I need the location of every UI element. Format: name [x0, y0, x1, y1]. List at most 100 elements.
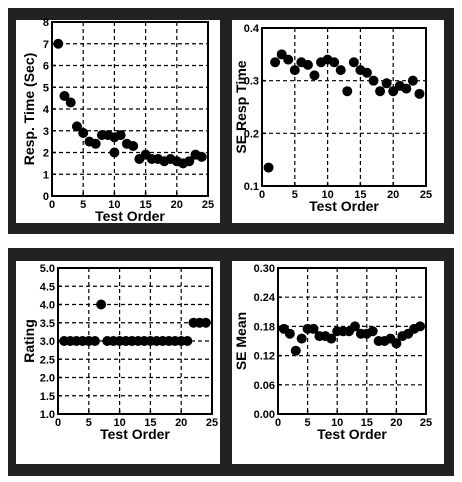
y-tick-label: 5	[43, 82, 49, 94]
y-tick-label: 0.06	[254, 380, 275, 392]
x-tick-label: 0	[55, 417, 61, 429]
x-tick-label: 20	[171, 199, 183, 211]
y-tick-label: 8	[43, 17, 49, 29]
y-tick-label: 0.00	[254, 409, 275, 421]
data-point	[361, 67, 372, 78]
data-point	[109, 147, 120, 158]
data-point	[302, 59, 313, 70]
x-axis-label: Test Order	[317, 426, 387, 442]
data-point	[90, 138, 101, 149]
y-tick-label: 0.2	[244, 128, 259, 140]
chart-svg: 0 5 10 15 20 25 0.1 0.2 0.3 0.4 Test Order SE Resp …	[233, 23, 432, 214]
data-point	[263, 162, 274, 173]
y-tick-label: 4.5	[40, 281, 55, 293]
x-tick-label: 10	[321, 189, 333, 201]
data-point	[53, 38, 64, 49]
x-tick-label: 25	[206, 417, 218, 429]
data-point	[309, 70, 320, 81]
data-point	[289, 65, 300, 76]
x-tick-label: 25	[420, 417, 432, 429]
x-tick-label: 15	[144, 417, 156, 429]
y-tick-label: 0.1	[244, 181, 259, 193]
x-tick-label: 20	[387, 189, 399, 201]
y-tick-label: 2.5	[40, 354, 55, 366]
y-tick-label: 4.0	[40, 300, 55, 312]
x-tick-label: 5	[86, 417, 92, 429]
data-point	[65, 97, 76, 108]
y-tick-label: 0.18	[254, 321, 275, 333]
y-tick-label: 2.0	[40, 373, 55, 385]
data-point	[71, 121, 82, 132]
chart-rating: 0 5 10 15 20 25 1.0 1.5 2.0 2.5 3.0 3.5 4.0 4.5 5.0 Tes…	[16, 261, 220, 464]
x-tick-label: 20	[175, 417, 187, 429]
y-tick-label: 7	[43, 39, 49, 51]
y-tick-label: 4	[43, 104, 50, 116]
data-point	[329, 57, 340, 68]
data-point	[414, 88, 425, 99]
x-axis-label: Test Order	[309, 198, 379, 214]
y-axis-label: SE Mean	[233, 312, 249, 370]
data-point	[89, 336, 100, 346]
chart-resp-time: 0 5 10 15 20 25 0 1 2 3 4 5 6 7 8 Test Order Resp. Time …	[16, 17, 220, 224]
data-point	[182, 336, 193, 346]
x-tick-label: 0	[49, 199, 55, 211]
y-tick-label: 0.30	[254, 263, 275, 275]
data-point	[200, 317, 211, 328]
data-point	[326, 333, 337, 344]
chart-svg: 0 5 10 15 20 25 1.0 1.5 2.0 2.5 3.0 3.5 4.0 4.5 5.0 Tes…	[21, 263, 218, 442]
x-tick-label: 0	[259, 189, 265, 201]
data-point	[407, 75, 418, 86]
y-tick-label: 0.4	[244, 23, 260, 35]
data-point	[335, 65, 346, 76]
x-tick-label: 5	[292, 189, 298, 201]
data-point	[367, 326, 378, 337]
x-tick-label: 10	[113, 417, 125, 429]
data-point	[308, 323, 319, 334]
data-point	[348, 57, 359, 68]
data-point	[96, 299, 107, 310]
x-tick-label: 25	[202, 199, 214, 211]
data-point	[368, 75, 379, 86]
y-axis-label: Rating	[21, 319, 37, 363]
chart-se-resp-time: 0 5 10 15 20 25 0.1 0.2 0.3 0.4 Test Order SE Resp …	[232, 20, 444, 223]
chart-se-mean: 0 5 10 15 20 25 0.00 0.06 0.12 0.18 0.24 0.30 Test O…	[232, 261, 444, 464]
data-point	[381, 78, 392, 89]
y-axis-label: SE Resp Time	[233, 60, 249, 153]
data-point	[196, 151, 207, 162]
y-tick-label: 3.5	[40, 318, 55, 330]
x-tick-label: 5	[305, 417, 311, 429]
data-point	[349, 321, 360, 332]
y-tick-label: 3.0	[40, 336, 55, 348]
x-tick-label: 10	[108, 199, 120, 211]
x-axis-label: Test Order	[100, 426, 170, 442]
y-tick-label: 0	[43, 191, 49, 203]
x-tick-label: 25	[420, 189, 432, 201]
data-point	[290, 345, 301, 356]
x-tick-label: 10	[331, 417, 343, 429]
chart-svg: 0 5 10 15 20 25 0 1 2 3 4 5 6 7 8 Test Order Resp. Time …	[21, 17, 214, 224]
data-point	[401, 83, 412, 94]
data-point	[184, 156, 195, 167]
x-tick-label: 15	[361, 417, 373, 429]
data-point	[284, 328, 295, 339]
y-tick-label: 0.12	[254, 351, 275, 363]
y-tick-label: 1.5	[40, 391, 55, 403]
plot-frame	[261, 27, 427, 187]
x-tick-label: 5	[80, 199, 86, 211]
y-tick-label: 1	[43, 169, 49, 181]
data-point	[342, 86, 353, 97]
x-tick-label: 0	[275, 417, 281, 429]
x-tick-label: 15	[139, 199, 151, 211]
data-point	[270, 57, 281, 68]
plot-frame	[277, 267, 427, 415]
data-point	[78, 127, 89, 138]
y-tick-label: 6	[43, 61, 49, 73]
y-tick-label: 1.0	[40, 409, 55, 421]
data-point	[115, 130, 126, 141]
y-tick-label: 2	[43, 148, 49, 160]
y-tick-label: 3	[43, 126, 49, 138]
chart-svg: 0 5 10 15 20 25 0.00 0.06 0.12 0.18 0.24 0.30 Test O…	[233, 263, 432, 442]
data-point	[283, 54, 294, 65]
y-tick-label: 0.24	[254, 292, 276, 304]
data-point	[59, 90, 70, 101]
